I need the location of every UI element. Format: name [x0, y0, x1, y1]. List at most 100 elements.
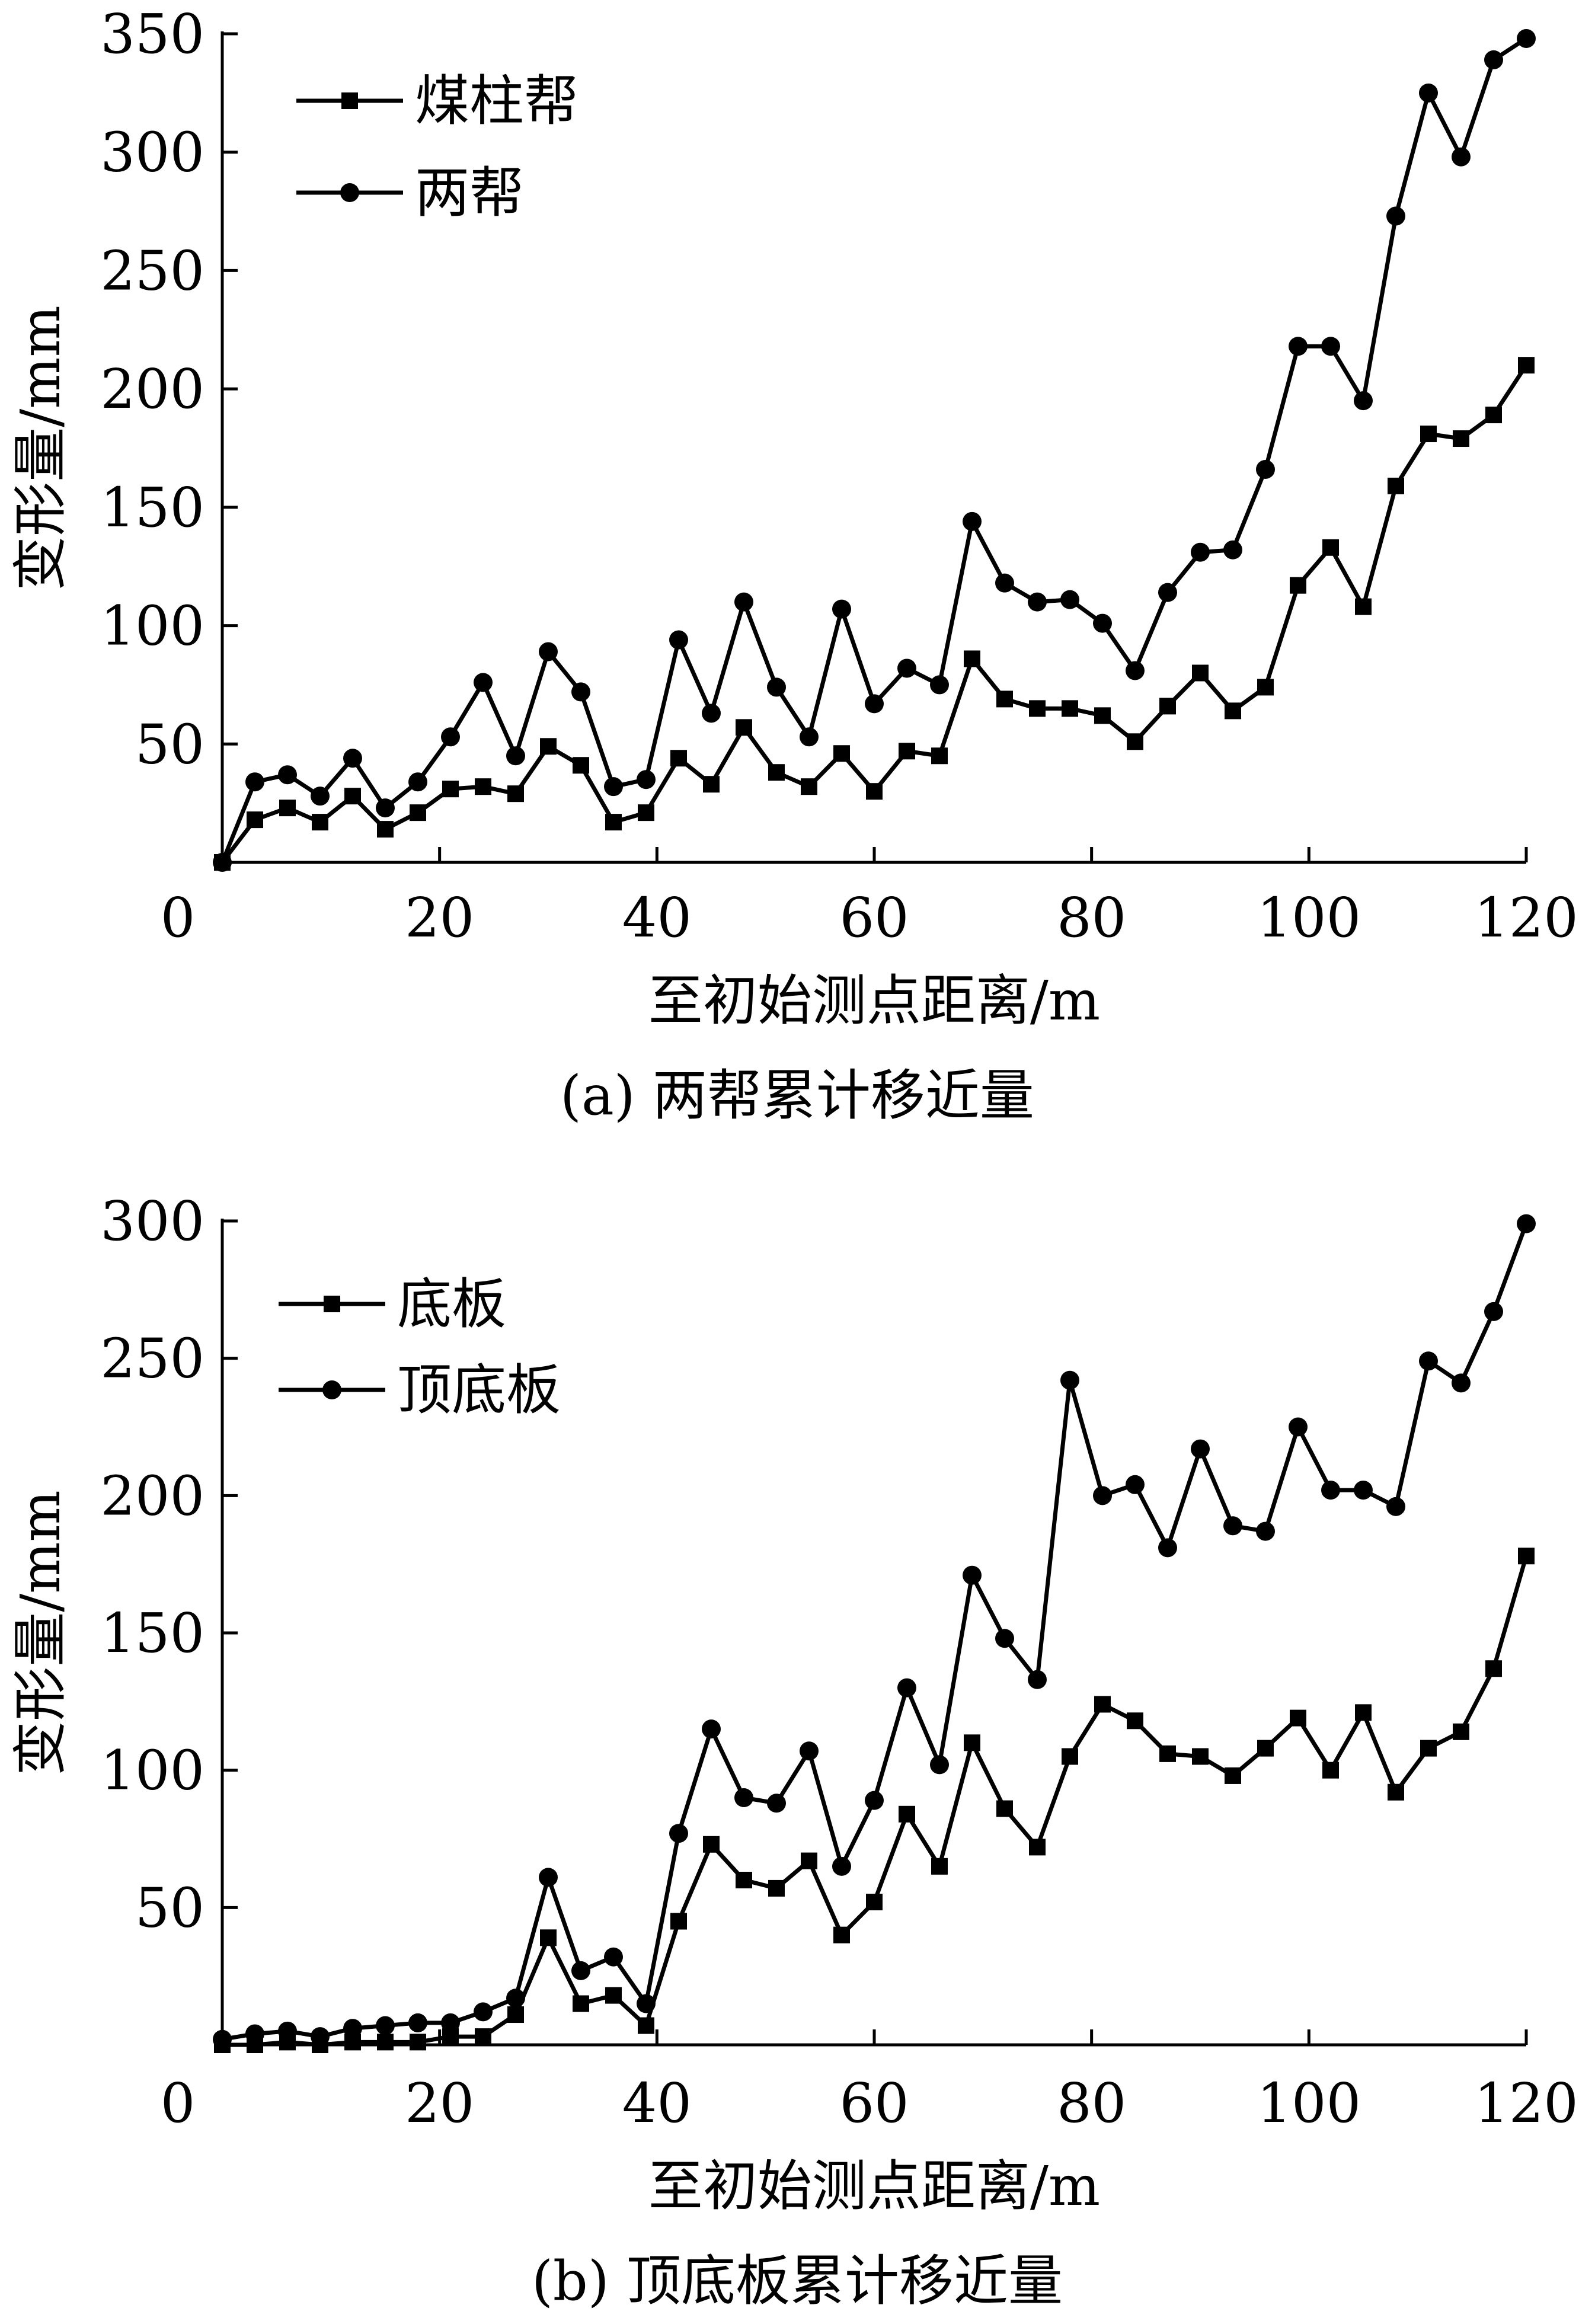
data-point	[670, 750, 687, 767]
legend-marker	[341, 92, 358, 109]
data-point	[1256, 459, 1275, 479]
data-point	[996, 1800, 1013, 1817]
data-point	[278, 2021, 297, 2041]
data-point	[1094, 707, 1111, 724]
data-point	[408, 772, 427, 792]
data-point	[344, 788, 361, 805]
x-tick-label: 20	[405, 886, 474, 950]
series-1	[213, 28, 1536, 872]
data-point	[1225, 1767, 1241, 1784]
data-point	[475, 778, 491, 795]
data-point	[1062, 700, 1078, 717]
y-tick-label: 150	[100, 476, 204, 539]
y-tick-label: 250	[100, 1327, 204, 1390]
data-point	[540, 738, 557, 755]
data-point	[768, 764, 785, 781]
x-tick-label: 80	[1057, 2072, 1126, 2135]
data-point	[865, 1791, 884, 1810]
data-point	[703, 1836, 720, 1853]
data-point	[213, 853, 232, 872]
data-point	[1420, 1740, 1437, 1757]
data-point	[931, 747, 948, 765]
data-point	[247, 811, 263, 829]
data-point	[1517, 1214, 1536, 1233]
data-point	[1354, 391, 1373, 411]
data-point	[1484, 50, 1503, 69]
data-point	[1060, 1370, 1079, 1390]
legend-marker	[340, 183, 359, 202]
data-point	[1060, 590, 1079, 609]
data-point	[1093, 1486, 1112, 1505]
series-0	[214, 1548, 1535, 2053]
y-tick-label: 100	[100, 594, 204, 658]
data-point	[964, 1734, 980, 1751]
data-point	[768, 1879, 785, 1897]
data-point	[506, 1989, 525, 2008]
data-point	[604, 1947, 623, 1967]
data-point	[1028, 592, 1047, 612]
data-point	[1452, 1373, 1471, 1393]
data-point	[377, 821, 394, 838]
data-point	[996, 691, 1013, 708]
data-point	[343, 2019, 362, 2038]
x-tick-label: 0	[161, 886, 196, 950]
x-tick-label: 40	[622, 2072, 692, 2135]
y-tick-label: 250	[100, 239, 204, 302]
x-axis-label: 至初始测点距离/m	[648, 2154, 1100, 2218]
data-point	[410, 804, 426, 821]
data-point	[1257, 679, 1274, 696]
legend-label: 顶底板	[397, 1358, 561, 1422]
data-point	[1223, 1516, 1242, 1536]
data-point	[540, 1929, 557, 1946]
data-point	[638, 804, 654, 821]
data-point	[1126, 1475, 1145, 1494]
data-point	[1127, 733, 1143, 750]
x-tick-label: 100	[1257, 2072, 1361, 2135]
data-point	[1093, 613, 1112, 633]
data-point	[1126, 661, 1145, 680]
data-point	[801, 1852, 817, 1869]
figure-caption: (b) 顶底板累计移近量	[532, 2249, 1063, 2313]
data-point	[442, 781, 459, 798]
data-point	[1321, 337, 1340, 356]
data-point	[1159, 698, 1176, 715]
data-point	[1322, 539, 1339, 556]
data-point	[1386, 1497, 1405, 1516]
data-point	[1191, 1439, 1210, 1459]
data-point	[311, 2027, 330, 2047]
data-point	[410, 2034, 426, 2051]
data-point	[1518, 1548, 1535, 1565]
legend-entry: 煤柱帮	[296, 69, 578, 133]
data-point	[213, 2029, 232, 2049]
data-point	[604, 777, 623, 797]
data-point	[638, 2017, 654, 2034]
data-point	[703, 776, 720, 793]
data-point	[801, 778, 817, 795]
data-point	[1223, 540, 1242, 560]
data-point	[311, 787, 330, 806]
data-point	[897, 1678, 916, 1698]
data-point	[669, 1824, 688, 1843]
data-point	[800, 1741, 819, 1761]
data-point	[1484, 1302, 1503, 1321]
data-point	[702, 1719, 721, 1739]
series-0	[214, 357, 1535, 871]
data-point	[1355, 598, 1372, 615]
y-axis-label: 变形量/mm	[9, 1490, 72, 1775]
data-point	[1256, 1521, 1275, 1541]
y-tick-label: 200	[100, 1464, 204, 1527]
legend-label: 煤柱帮	[415, 69, 578, 133]
x-tick-label: 40	[622, 886, 692, 950]
data-point	[1453, 430, 1469, 447]
y-axis-label: 变形量/mm	[9, 305, 72, 590]
x-tick-label: 20	[405, 2072, 474, 2135]
data-point	[1485, 407, 1502, 424]
data-point	[571, 682, 590, 702]
legend-marker	[324, 1296, 340, 1312]
chart-a: 50 100 150 200 250 300 350 0 20 40 60 80 100 120 至初始测点…	[9, 2, 1578, 1127]
data-point	[1386, 206, 1405, 226]
data-point	[1225, 702, 1241, 720]
data-point	[670, 1913, 687, 1930]
data-point	[1191, 542, 1210, 562]
